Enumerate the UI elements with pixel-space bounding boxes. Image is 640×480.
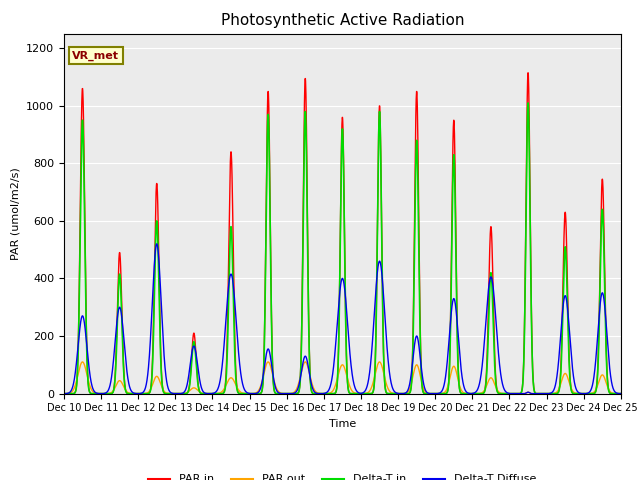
Delta-T in xyxy=(157,351,164,357)
Delta-T Diffuse xyxy=(60,391,68,396)
PAR in xyxy=(60,391,68,396)
PAR in xyxy=(274,391,282,396)
Delta-T Diffuse xyxy=(606,369,614,374)
Delta-T in xyxy=(617,391,625,396)
Line: PAR out: PAR out xyxy=(64,362,621,394)
PAR out xyxy=(157,381,164,387)
PAR in xyxy=(298,326,305,332)
Delta-T Diffuse xyxy=(617,391,625,396)
Line: Delta-T in: Delta-T in xyxy=(64,103,621,394)
Line: PAR in: PAR in xyxy=(64,73,621,394)
PAR out xyxy=(606,389,614,395)
PAR in xyxy=(524,70,532,76)
Legend: PAR in, PAR out, Delta-T in, Delta-T Diffuse: PAR in, PAR out, Delta-T in, Delta-T Dif… xyxy=(144,470,541,480)
Title: Photosynthetic Active Radiation: Photosynthetic Active Radiation xyxy=(221,13,464,28)
X-axis label: Time: Time xyxy=(329,419,356,429)
Delta-T in xyxy=(546,391,554,396)
Delta-T Diffuse xyxy=(157,291,164,297)
PAR out xyxy=(274,388,282,394)
Delta-T Diffuse xyxy=(153,241,161,247)
PAR out xyxy=(617,391,625,396)
PAR out xyxy=(79,359,86,365)
Delta-T Diffuse xyxy=(274,389,282,395)
Text: VR_met: VR_met xyxy=(72,51,119,61)
Y-axis label: PAR (umol/m2/s): PAR (umol/m2/s) xyxy=(11,167,20,260)
PAR in xyxy=(124,390,131,396)
PAR in xyxy=(546,391,554,396)
Line: Delta-T Diffuse: Delta-T Diffuse xyxy=(64,244,621,394)
Delta-T Diffuse xyxy=(298,366,306,372)
PAR out xyxy=(298,367,306,373)
Delta-T in xyxy=(124,391,131,396)
PAR in xyxy=(157,343,164,348)
Delta-T Diffuse xyxy=(546,390,554,396)
PAR out xyxy=(546,391,554,396)
Delta-T Diffuse xyxy=(124,373,131,379)
PAR in xyxy=(606,390,614,396)
Delta-T in xyxy=(274,391,282,396)
PAR out xyxy=(60,391,68,396)
Delta-T in xyxy=(298,333,305,339)
Delta-T in xyxy=(606,390,614,396)
PAR in xyxy=(617,391,625,396)
Delta-T in xyxy=(524,100,532,106)
PAR out xyxy=(124,390,132,396)
Delta-T in xyxy=(60,391,68,396)
